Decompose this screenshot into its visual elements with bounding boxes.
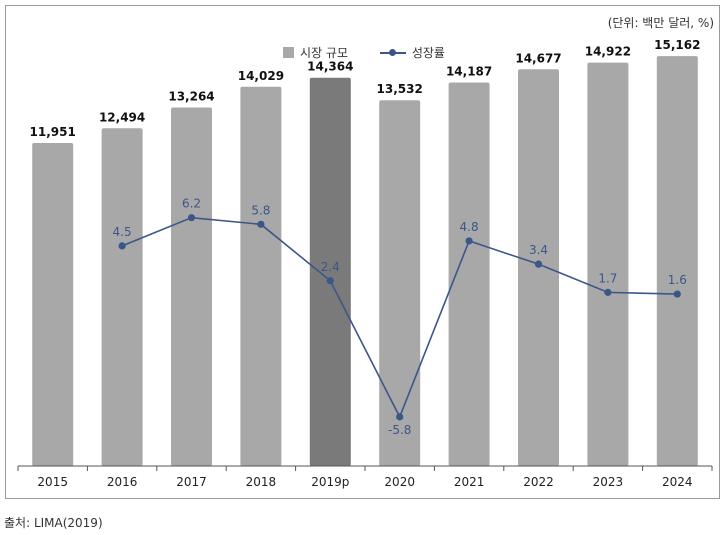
bar-value-label: 14,187 [446,65,492,79]
growth-rate-point [534,260,543,268]
growth-rate-label: 6.2 [182,197,201,211]
source-note: 출처: LIMA(2019) [4,516,103,530]
growth-rate-point [396,413,404,421]
bar-value-label: 14,677 [515,51,561,65]
growth-rate-point [118,242,126,250]
growth-rate-label: 2.4 [321,260,340,274]
growth-rate-label: -5.8 [388,423,411,437]
growth-rate-label: 1.6 [668,273,687,287]
x-tick-label: 2019p [311,475,349,489]
bar-2016 [101,128,143,467]
legend-label-market-size: 시장 규모 [300,46,349,60]
x-tick-label: 2017 [176,475,207,489]
bar-value-label: 13,532 [377,82,423,96]
growth-rate-point [326,277,334,285]
x-tick-label: 2023 [593,475,624,489]
x-tick-label: 2020 [384,475,415,489]
growth-rate-point [187,214,196,222]
bar-value-label: 14,364 [307,60,353,74]
legend-item-market-size: 시장 규모 [283,44,348,61]
growth-rate-point [673,290,681,298]
legend-line-swatch [379,47,406,58]
bar-2017 [171,107,212,466]
bar-value-label: 14,922 [585,45,631,59]
bar-2019p [309,77,351,466]
growth-rate-point [465,237,473,245]
growth-rate-label: 3.4 [529,243,548,257]
legend-label-growth-rate: 성장률 [411,46,445,60]
bar-value-label: 14,029 [238,69,284,83]
x-tick-label: 2015 [37,475,68,489]
bar-value-label: 13,264 [168,89,214,103]
x-tick-label: 2021 [454,475,485,489]
legend-bar-swatch [283,47,295,58]
growth-rate-label: 4.8 [460,220,479,234]
bar-2015 [32,142,74,466]
bar-2023 [587,62,629,467]
bar-value-label: 12,494 [99,110,145,124]
bar-2021 [448,82,490,466]
unit-note: (단위: 백만 달러, %) [607,16,714,30]
legend-item-growth-rate: 성장률 [379,44,445,61]
bar-2020 [379,100,421,466]
growth-rate-label: 1.7 [598,271,617,285]
x-tick-label: 2024 [662,475,693,489]
x-tick-label: 2016 [107,475,138,489]
growth-rate-point [257,220,265,228]
x-tick-label: 2022 [523,475,554,489]
bar-value-label: 15,162 [654,38,700,52]
growth-rate-label: 5.8 [251,203,270,217]
bar-2024 [656,56,698,467]
growth-rate-label: 4.5 [113,225,132,239]
legend: 시장 규모 성장률 [0,44,728,61]
bar-2018 [240,86,282,467]
x-tick-label: 2018 [246,475,277,489]
chart-frame [5,5,720,499]
growth-rate-point [604,288,612,296]
bar-value-label: 11,951 [30,125,76,139]
